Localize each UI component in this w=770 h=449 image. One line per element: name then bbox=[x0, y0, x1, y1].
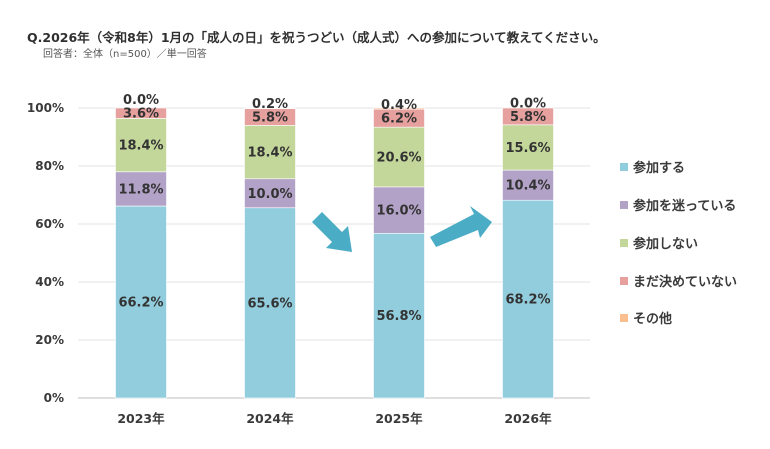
y-tick-label: 80% bbox=[35, 159, 64, 173]
data-label: 66.2% bbox=[118, 296, 163, 311]
data-label: 0.0% bbox=[510, 96, 546, 111]
data-label: 10.0% bbox=[247, 187, 292, 202]
legend-swatch bbox=[620, 163, 628, 171]
data-label: 65.6% bbox=[247, 296, 292, 311]
data-label: 0.2% bbox=[252, 97, 288, 112]
data-label: 20.6% bbox=[376, 151, 421, 166]
bar-segment bbox=[502, 124, 554, 171]
data-label: 0.0% bbox=[123, 93, 159, 108]
x-category-label: 2024年 bbox=[246, 411, 294, 426]
x-category-label: 2025年 bbox=[375, 411, 423, 426]
chart-subtitle: 回答者：全体（n=500）／単一回答 bbox=[43, 49, 207, 60]
legend-label: 参加しない bbox=[633, 236, 698, 252]
bar-segment bbox=[115, 107, 167, 119]
bar-segment bbox=[502, 199, 554, 399]
data-label: 11.8% bbox=[118, 182, 163, 197]
data-label: 68.2% bbox=[505, 293, 550, 308]
legend-swatch bbox=[620, 277, 628, 285]
data-label: 18.4% bbox=[118, 139, 163, 154]
x-category-label: 2026年 bbox=[504, 411, 552, 426]
data-label: 0.4% bbox=[381, 98, 417, 113]
trend-arrow-icon bbox=[430, 206, 492, 247]
legend-swatch bbox=[620, 314, 628, 322]
legend-label: 参加を迷っている bbox=[633, 198, 736, 214]
data-label: 18.4% bbox=[247, 146, 292, 161]
bar-segment bbox=[373, 126, 425, 188]
data-label: 56.8% bbox=[376, 309, 421, 324]
data-label: 6.2% bbox=[381, 112, 417, 127]
legend-label: まだ決めていない bbox=[633, 274, 737, 290]
legend-label: その他 bbox=[633, 311, 672, 327]
bar-segment bbox=[244, 125, 296, 180]
bar-segment bbox=[373, 107, 425, 110]
trend-arrow-icon bbox=[312, 212, 352, 252]
y-tick-label: 100% bbox=[27, 101, 64, 115]
bar-segment bbox=[502, 169, 554, 201]
data-label: 10.4% bbox=[505, 179, 550, 194]
chart-title: Q.2026年（令和8年）1月の「成人の日」を祝うつどい（成人式）への参加につい… bbox=[27, 30, 606, 45]
bar-segment bbox=[115, 205, 167, 399]
data-label: 3.6% bbox=[123, 107, 159, 122]
x-category-label: 2023年 bbox=[117, 411, 165, 426]
legend-swatch bbox=[620, 201, 628, 209]
data-label: 15.6% bbox=[505, 141, 550, 156]
y-tick-label: 0% bbox=[44, 391, 64, 405]
data-label: 16.0% bbox=[376, 204, 421, 219]
legend-label: 参加する bbox=[633, 160, 685, 176]
bar-segment bbox=[373, 232, 425, 399]
bar-segment bbox=[502, 107, 554, 126]
y-tick-label: 60% bbox=[35, 217, 64, 231]
bar-segment bbox=[244, 107, 296, 109]
bar-segment bbox=[244, 178, 296, 209]
legend-swatch bbox=[620, 239, 628, 247]
bar-segment bbox=[244, 207, 296, 399]
y-tick-label: 40% bbox=[35, 275, 64, 289]
data-label: 5.8% bbox=[252, 110, 288, 125]
data-label: 5.8% bbox=[510, 110, 546, 125]
bar-segment bbox=[115, 118, 167, 173]
y-tick-label: 20% bbox=[35, 333, 64, 347]
bar-segment bbox=[373, 186, 425, 234]
bar-segment bbox=[115, 171, 167, 207]
